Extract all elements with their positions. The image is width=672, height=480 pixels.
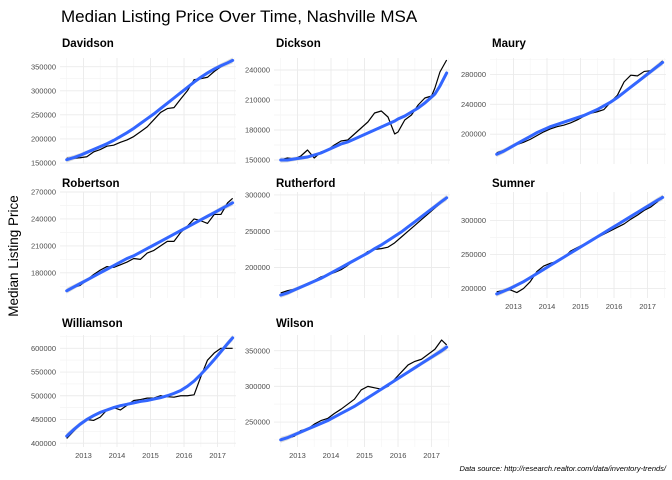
y-tick-label: 180000 bbox=[31, 268, 56, 277]
y-axis-label: Median Listing Price bbox=[6, 195, 21, 317]
panel-dickson: Dickson 150000 180000 210000 240000 bbox=[245, 38, 450, 165]
y-tick-label: 240000 bbox=[461, 100, 486, 109]
x-tick-label: 2015 bbox=[356, 451, 373, 460]
x-tick-label: 2014 bbox=[109, 451, 126, 460]
y-tick-label: 250000 bbox=[245, 227, 270, 236]
y-tick-label: 500000 bbox=[31, 391, 56, 400]
trend-line-davidson bbox=[65, 58, 235, 162]
strip-label-dickson: Dickson bbox=[276, 38, 321, 50]
y-tick-label: 200000 bbox=[461, 284, 486, 293]
confidence-band-dickson bbox=[280, 70, 447, 163]
y-tick-label: 200000 bbox=[31, 135, 56, 144]
x-tick-label: 2014 bbox=[323, 451, 340, 460]
y-tick-label: 240000 bbox=[31, 215, 56, 224]
x-tick-label: 2017 bbox=[209, 451, 226, 460]
y-tick-label: 350000 bbox=[31, 62, 56, 71]
x-tick-label: 2013 bbox=[75, 451, 92, 460]
x-tick-label: 2016 bbox=[606, 302, 623, 311]
y-tick-label: 300000 bbox=[245, 191, 270, 200]
x-tick-label: 2015 bbox=[572, 302, 589, 311]
strip-label-robertson: Robertson bbox=[62, 178, 120, 190]
y-tick-label: 270000 bbox=[31, 188, 56, 197]
x-tick-label: 2013 bbox=[289, 451, 306, 460]
panel-williamson: Williamson 400000 450000 500000 550000 600000… bbox=[31, 318, 236, 460]
y-tick-label: 150000 bbox=[245, 156, 270, 165]
y-tick-label: 300000 bbox=[461, 216, 486, 225]
confidence-band-rutherford bbox=[280, 194, 447, 298]
y-tick-label: 250000 bbox=[245, 418, 270, 427]
y-tick-label: 250000 bbox=[31, 110, 56, 119]
trend-line-maury bbox=[495, 60, 665, 156]
panel-sumner: Sumner 200000 250000 300000 2013 2014 2015 2016… bbox=[461, 178, 666, 311]
x-tick-label: 2016 bbox=[390, 451, 407, 460]
observed-line-rutherford bbox=[280, 197, 448, 294]
facet-panels: Davidson 150000 200000 250000 300000 350000 Di… bbox=[31, 38, 666, 460]
panel-rutherford: Rutherford 200000 250000 300000 bbox=[245, 178, 450, 298]
y-tick-label: 300000 bbox=[31, 86, 56, 95]
y-tick-label: 150000 bbox=[31, 159, 56, 168]
observed-line-robertson bbox=[66, 197, 234, 292]
panel-wilson: Wilson 250000 300000 350000 2013 2014 2015 2016… bbox=[245, 318, 450, 460]
trend-line-wilson bbox=[279, 345, 449, 442]
y-tick-label: 350000 bbox=[245, 346, 270, 355]
y-tick-label: 400000 bbox=[31, 439, 56, 448]
y-tick-label: 550000 bbox=[31, 368, 56, 377]
strip-label-davidson: Davidson bbox=[62, 38, 114, 50]
y-tick-label: 210000 bbox=[31, 241, 56, 250]
trend-line-rutherford bbox=[279, 196, 449, 297]
y-tick-label: 200000 bbox=[461, 130, 486, 139]
panel-davidson: Davidson 150000 200000 250000 300000 350000 bbox=[31, 38, 236, 168]
y-tick-label: 210000 bbox=[245, 96, 270, 105]
trend-line-robertson bbox=[65, 201, 235, 293]
x-tick-label: 2015 bbox=[142, 451, 159, 460]
y-tick-label: 600000 bbox=[31, 344, 56, 353]
observed-line-dickson bbox=[280, 59, 448, 161]
y-tick-label: 450000 bbox=[31, 415, 56, 424]
y-tick-label: 250000 bbox=[461, 250, 486, 259]
confidence-band-williamson bbox=[66, 334, 233, 440]
x-tick-label: 2017 bbox=[639, 302, 656, 311]
strip-label-wilson: Wilson bbox=[276, 318, 314, 330]
x-tick-label: 2013 bbox=[505, 302, 522, 311]
observed-line-davidson bbox=[66, 60, 233, 159]
observed-line-williamson bbox=[66, 347, 233, 439]
trend-line-dickson bbox=[279, 71, 449, 162]
x-tick-label: 2016 bbox=[176, 451, 193, 460]
strip-label-rutherford: Rutherford bbox=[276, 178, 335, 190]
chart-title: Median Listing Price Over Time, Nashvill… bbox=[61, 7, 418, 26]
y-tick-label: 180000 bbox=[245, 126, 270, 135]
strip-label-sumner: Sumner bbox=[492, 178, 535, 190]
y-tick-label: 280000 bbox=[461, 70, 486, 79]
panel-robertson: Robertson 180000 210000 240000 270000 bbox=[31, 178, 236, 298]
y-tick-label: 240000 bbox=[245, 66, 270, 75]
y-tick-label: 200000 bbox=[245, 263, 270, 272]
data-source-caption: Data source: http://research.realtor.com… bbox=[460, 464, 667, 473]
observed-line-wilson bbox=[280, 339, 448, 440]
strip-label-maury: Maury bbox=[492, 38, 526, 50]
x-tick-label: 2014 bbox=[539, 302, 556, 311]
strip-label-williamson: Williamson bbox=[62, 318, 123, 330]
x-tick-label: 2017 bbox=[423, 451, 440, 460]
trend-line-williamson bbox=[65, 336, 235, 438]
panel-maury: Maury 200000 240000 280000 bbox=[461, 38, 666, 164]
trend-line-sumner bbox=[495, 195, 665, 296]
y-tick-label: 300000 bbox=[245, 382, 270, 391]
